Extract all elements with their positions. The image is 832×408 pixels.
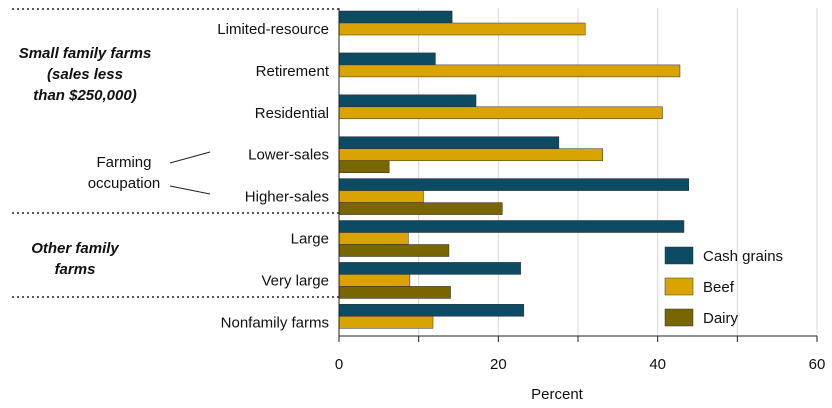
category-label: Retirement bbox=[256, 63, 330, 80]
x-tick-label: 60 bbox=[809, 356, 826, 373]
category-label: Large bbox=[291, 231, 329, 248]
bar-beef bbox=[338, 232, 409, 245]
bar-beef bbox=[338, 316, 434, 329]
bars-layer bbox=[338, 10, 689, 329]
bar-beef bbox=[338, 148, 603, 161]
bar-beef bbox=[338, 64, 681, 78]
category-label: Higher-sales bbox=[245, 189, 329, 206]
bar-beef bbox=[338, 274, 411, 287]
bar-dairy bbox=[338, 286, 451, 299]
category-label: Very large bbox=[261, 272, 329, 289]
bar-cash-grains bbox=[338, 94, 477, 108]
bar-cash-grains bbox=[338, 10, 453, 24]
legend-swatch-beef bbox=[664, 277, 694, 296]
bar-beef bbox=[338, 106, 663, 120]
group-label-small-family-line-1: Small family farms bbox=[19, 45, 152, 62]
bar-cash-grains bbox=[338, 220, 685, 233]
bar-cash-grains bbox=[338, 52, 436, 66]
annotation-leader-higher-sales bbox=[169, 185, 211, 195]
x-ticks: 0 20 40 60 bbox=[335, 336, 826, 373]
bar-cash-grains bbox=[338, 262, 521, 275]
annotation-leader-lower-sales bbox=[169, 151, 211, 164]
gridlines bbox=[418, 8, 818, 336]
annotation-farming-line-1: Farming bbox=[96, 154, 151, 171]
group-label-small-family-line-3: than $250,000) bbox=[33, 87, 136, 104]
bar-dairy bbox=[338, 160, 390, 173]
group-label-other-family-line-2: farms bbox=[55, 261, 96, 278]
category-label: Limited-resource bbox=[217, 21, 329, 38]
annotation-farming-line-2: occupation bbox=[88, 175, 161, 192]
x-tick-label: 20 bbox=[490, 356, 507, 373]
legend-label-cash-grains: Cash grains bbox=[703, 248, 783, 265]
legend-swatch-cash-grains bbox=[664, 246, 694, 265]
x-axis-title: Percent bbox=[531, 386, 584, 403]
bar-cash-grains bbox=[338, 178, 689, 191]
category-label: Lower-sales bbox=[248, 147, 329, 164]
category-labels: Limited-resource Retirement Residential Low… bbox=[217, 21, 330, 331]
legend-swatch-dairy bbox=[664, 308, 694, 327]
x-tick-label: 40 bbox=[649, 356, 666, 373]
legend-label-beef: Beef bbox=[703, 279, 735, 296]
bar-cash-grains bbox=[338, 136, 560, 149]
bar-cash-grains bbox=[338, 304, 525, 317]
group-label-other-family-line-1: Other family bbox=[31, 240, 119, 257]
x-tick-label: 0 bbox=[335, 356, 343, 373]
category-label: Nonfamily farms bbox=[221, 314, 329, 331]
bar-dairy bbox=[338, 244, 450, 257]
bar-dairy bbox=[338, 202, 503, 215]
category-label: Residential bbox=[255, 105, 329, 122]
group-label-small-family-line-2: (sales less bbox=[47, 66, 123, 83]
legend-label-dairy: Dairy bbox=[703, 310, 739, 327]
bar-beef bbox=[338, 190, 424, 203]
legend: Cash grains Beef Dairy bbox=[664, 246, 783, 327]
bar-beef bbox=[338, 22, 586, 36]
